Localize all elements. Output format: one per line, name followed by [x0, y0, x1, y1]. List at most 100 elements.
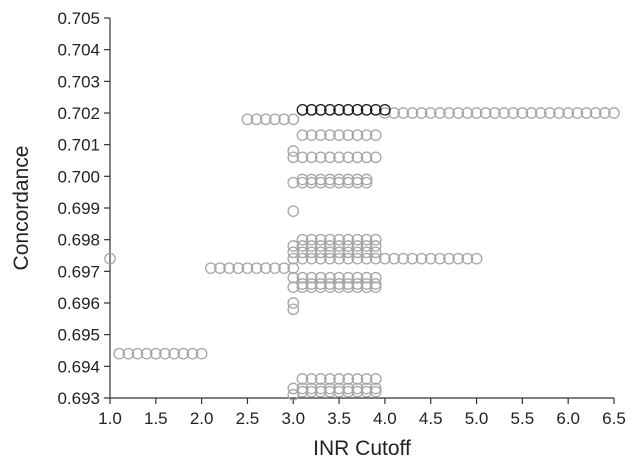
y-tick-label: 0.704 [57, 41, 100, 60]
data-point [324, 281, 336, 294]
data-point [278, 262, 290, 275]
data-point [342, 176, 355, 189]
y-tick-label: 0.705 [57, 9, 100, 28]
data-point [314, 271, 327, 284]
data-point [296, 129, 309, 142]
data-point [360, 151, 373, 164]
data-point [351, 176, 364, 189]
data-point [223, 262, 235, 275]
y-tick-label: 0.701 [57, 136, 100, 155]
data-point [296, 246, 309, 259]
data-point [333, 281, 345, 294]
highlighted-data-point [342, 103, 355, 116]
data-point [333, 233, 345, 246]
data-point [287, 297, 300, 309]
data-point [479, 107, 492, 119]
data-point [195, 347, 208, 360]
data-point [296, 271, 309, 284]
data-point [287, 113, 300, 126]
data-point [314, 281, 327, 294]
data-point [259, 113, 272, 126]
data-point [296, 176, 309, 189]
data-point [443, 252, 455, 265]
data-point [250, 262, 263, 275]
data-point [296, 281, 309, 294]
y-axis-title: Concordance [10, 146, 33, 271]
data-point [342, 151, 355, 164]
y-tick-label: 0.699 [57, 199, 100, 218]
data-point [333, 129, 345, 142]
data-point [470, 107, 483, 119]
data-point [369, 151, 382, 164]
axes [109, 18, 614, 399]
data-point [424, 107, 437, 119]
data-point [360, 246, 373, 259]
highlighted-data-point [296, 103, 309, 116]
data-point [598, 107, 611, 119]
data-point [287, 252, 300, 265]
data-point [342, 271, 355, 284]
data-points [104, 103, 620, 401]
data-point [360, 233, 373, 246]
data-point [177, 347, 190, 360]
data-point [314, 252, 327, 265]
data-point [434, 252, 446, 265]
data-point [415, 252, 428, 265]
data-point [397, 107, 410, 119]
data-point [287, 151, 300, 164]
data-point [305, 281, 318, 294]
data-point [296, 385, 309, 398]
data-point [461, 107, 474, 119]
data-point [305, 240, 318, 252]
data-point [305, 385, 318, 398]
data-point [369, 246, 382, 259]
x-tick-label: 3.5 [327, 409, 351, 428]
data-point [314, 373, 327, 385]
data-point [553, 107, 565, 119]
data-point [342, 246, 355, 259]
data-point [369, 240, 382, 252]
y-tick-label: 0.703 [57, 72, 100, 91]
data-point [360, 281, 373, 294]
data-point [131, 347, 144, 360]
data-point [351, 385, 364, 398]
data-point [342, 240, 355, 252]
data-point [342, 373, 355, 385]
data-point [333, 240, 345, 252]
data-point [149, 347, 162, 360]
data-point [287, 205, 300, 218]
data-point [314, 385, 327, 398]
x-tick-label: 1.0 [98, 409, 122, 428]
data-point [269, 113, 281, 126]
data-point [608, 107, 620, 119]
data-point [287, 271, 300, 284]
x-tick-label: 6.0 [556, 409, 580, 428]
x-tick-label: 2.5 [236, 409, 260, 428]
data-point [324, 246, 336, 259]
data-point [305, 271, 318, 284]
data-point [369, 252, 382, 265]
data-point [470, 252, 483, 265]
data-point [324, 252, 336, 265]
x-tick-label: 6.5 [602, 409, 626, 428]
data-point [324, 240, 336, 252]
data-point [351, 373, 364, 385]
data-point [324, 373, 336, 385]
data-point [333, 176, 345, 189]
x-tick-label: 4.5 [419, 409, 443, 428]
data-point [589, 107, 602, 119]
y-tick-label: 0.698 [57, 231, 100, 250]
data-point [186, 347, 199, 360]
data-point [314, 233, 327, 246]
data-point [461, 252, 474, 265]
data-point [351, 233, 364, 246]
y-tick-label: 0.696 [57, 294, 100, 313]
data-point [342, 281, 355, 294]
data-point [342, 233, 355, 246]
data-point [314, 176, 327, 189]
data-point [278, 113, 290, 126]
x-tick-label: 2.0 [190, 409, 214, 428]
data-point [333, 246, 345, 259]
data-point [342, 129, 355, 142]
